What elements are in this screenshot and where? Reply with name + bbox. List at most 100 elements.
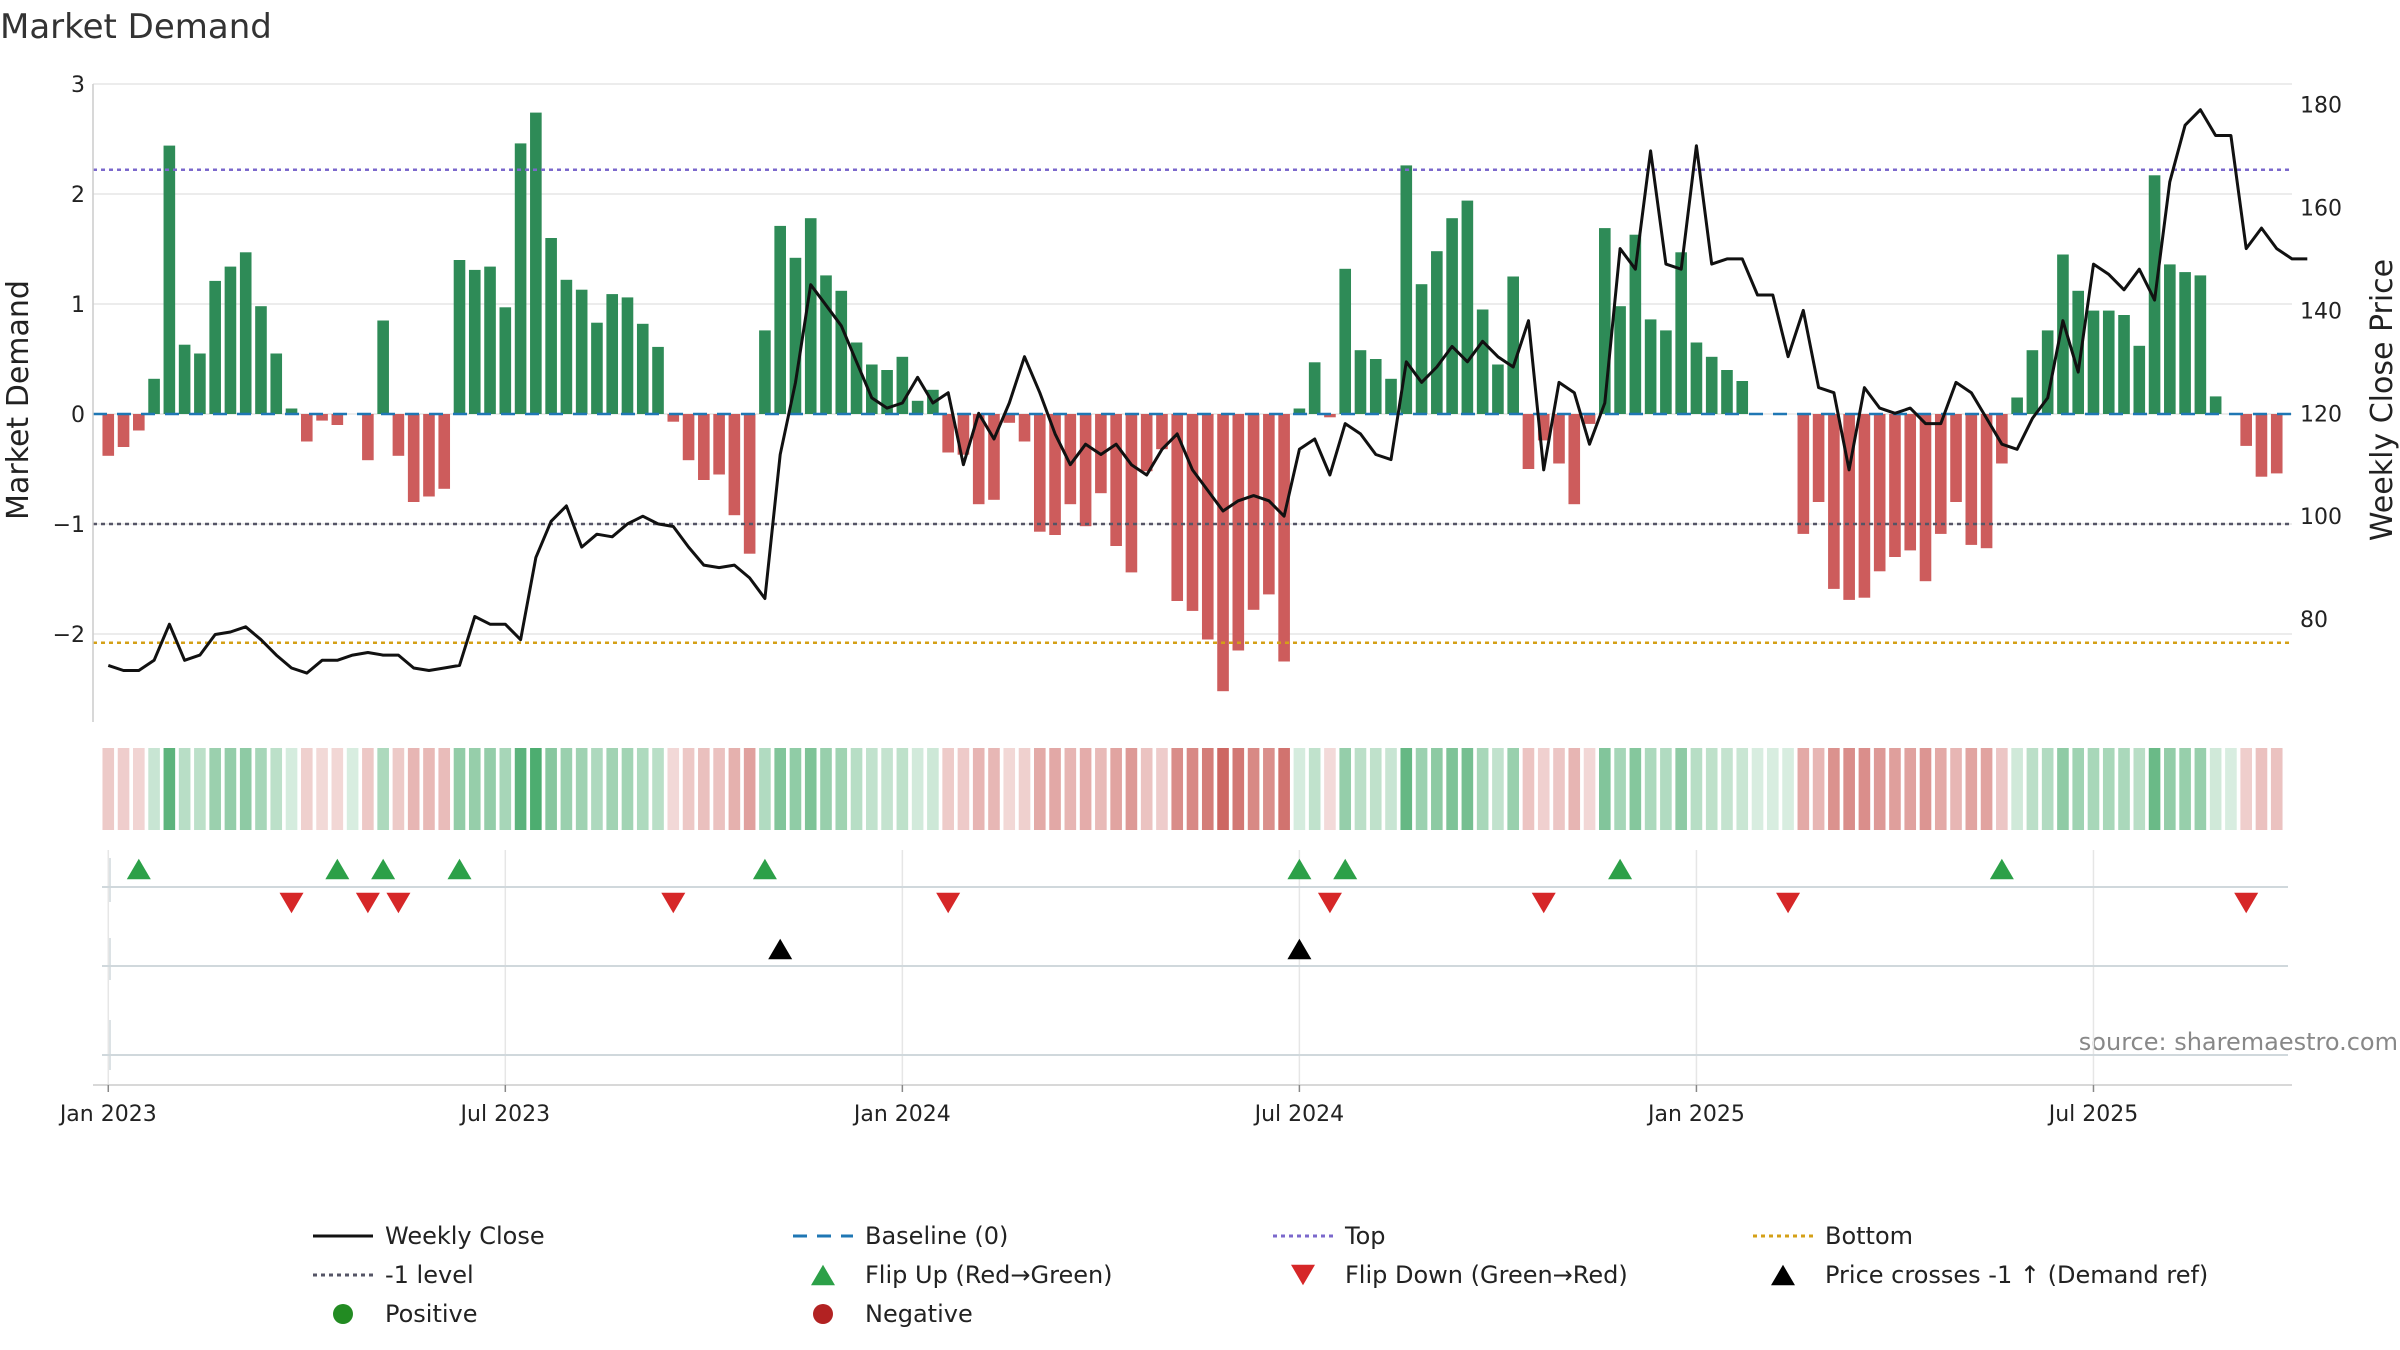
demand-bar bbox=[1461, 200, 1474, 414]
strip-cell bbox=[1369, 748, 1382, 830]
strip-cell bbox=[789, 748, 802, 830]
demand-bar bbox=[300, 414, 313, 442]
strip-cell bbox=[1644, 748, 1657, 830]
strip-cell bbox=[484, 748, 496, 830]
flip-down-marker bbox=[661, 892, 686, 914]
demand-bar bbox=[1385, 378, 1397, 414]
price-series bbox=[107, 108, 2308, 675]
strip-cell bbox=[1064, 748, 1077, 830]
left-tick-label: −1 bbox=[53, 513, 85, 538]
demand-bar bbox=[636, 323, 649, 414]
strip-cell bbox=[2011, 748, 2023, 830]
demand-bar bbox=[2164, 264, 2176, 414]
strip-cell bbox=[2102, 748, 2115, 830]
flip-down-marker bbox=[2234, 892, 2259, 914]
x-tick-label: Jan 2025 bbox=[1646, 1102, 1745, 1127]
demand-bar bbox=[2087, 310, 2100, 414]
strip-cell bbox=[1354, 748, 1367, 830]
demand-bar bbox=[530, 112, 542, 414]
strip-cell bbox=[1812, 748, 1825, 830]
demand-bar bbox=[255, 306, 267, 414]
demand-bar bbox=[1476, 309, 1489, 414]
strip-cell bbox=[133, 748, 145, 830]
demand-bar bbox=[1583, 414, 1596, 424]
demand-bar bbox=[1996, 414, 2008, 464]
strip-cell bbox=[1919, 748, 1932, 830]
strip-cell bbox=[530, 748, 542, 830]
strip-cell bbox=[1156, 748, 1168, 830]
flip-markers bbox=[126, 858, 2259, 914]
legend-item: Flip Up (Red→Green) bbox=[811, 1261, 1113, 1289]
strip-cell bbox=[468, 748, 481, 830]
strip-cell bbox=[1095, 748, 1107, 830]
demand-bar bbox=[1599, 228, 1611, 414]
demand-bar bbox=[2011, 397, 2023, 414]
legend-label: -1 level bbox=[385, 1261, 474, 1289]
strip-cell bbox=[1721, 748, 1733, 830]
demand-bar bbox=[1339, 268, 1352, 414]
demand-bar bbox=[1797, 414, 1810, 534]
strip-cell bbox=[942, 748, 954, 830]
demand-bar bbox=[652, 346, 664, 414]
strip-cell bbox=[1950, 748, 1962, 830]
strip-cell bbox=[1507, 748, 1519, 830]
strip-cell bbox=[606, 748, 619, 830]
left-tick-label: 0 bbox=[71, 403, 85, 428]
demand-bar bbox=[1431, 251, 1443, 414]
strip-cell bbox=[2225, 748, 2237, 830]
demand-bar bbox=[621, 297, 634, 414]
strip-cell bbox=[1431, 748, 1443, 830]
demand-bar bbox=[1201, 414, 1214, 640]
strip-cell bbox=[148, 748, 160, 830]
demand-bar bbox=[804, 218, 817, 414]
demand-bar bbox=[789, 257, 802, 414]
demand-bar bbox=[484, 266, 496, 414]
strip-cell bbox=[1385, 748, 1397, 830]
demand-bar bbox=[896, 356, 909, 414]
flip-up-marker bbox=[371, 858, 396, 880]
demand-bar bbox=[2255, 414, 2268, 477]
demand-bar bbox=[209, 280, 221, 414]
demand-bar bbox=[1217, 414, 1229, 692]
demand-bar bbox=[1919, 414, 1932, 582]
demand-bar bbox=[2041, 330, 2054, 414]
strip-cell bbox=[1079, 748, 1092, 830]
legend-label: Baseline (0) bbox=[865, 1222, 1008, 1250]
demand-bar bbox=[407, 414, 420, 502]
strip-cell bbox=[1201, 748, 1214, 830]
legend-item: Baseline (0) bbox=[793, 1222, 1008, 1250]
demand-bar bbox=[1522, 414, 1535, 469]
legend-item: Flip Down (Green→Red) bbox=[1291, 1261, 1628, 1289]
strip-cell bbox=[1186, 748, 1199, 830]
legend-label: Price crosses -1 ↑ (Demand ref) bbox=[1825, 1261, 2208, 1289]
demand-bar bbox=[988, 414, 1000, 500]
demand-bar bbox=[423, 414, 435, 497]
demand-bar bbox=[1812, 414, 1825, 502]
flip-up-marker bbox=[752, 858, 777, 880]
chart-title: Market Demand bbox=[0, 7, 272, 47]
strip-cell bbox=[2148, 748, 2161, 830]
strip-cell bbox=[759, 748, 771, 830]
strip-cell bbox=[713, 748, 725, 830]
strip-cell bbox=[2057, 748, 2069, 830]
flip-down-marker bbox=[1317, 892, 1342, 914]
level-lines bbox=[93, 168, 2292, 645]
demand-bar bbox=[1033, 414, 1046, 532]
demand-bar bbox=[2209, 396, 2222, 414]
demand-bar bbox=[1018, 414, 1031, 442]
demand-bar bbox=[285, 408, 298, 414]
demand-bar bbox=[2102, 310, 2115, 414]
strip-cell bbox=[1415, 748, 1428, 830]
strip-cell bbox=[1033, 748, 1046, 830]
demand-bar bbox=[1507, 276, 1519, 414]
strip-cell bbox=[1278, 748, 1290, 830]
strip-cell bbox=[896, 748, 909, 830]
demand-bar bbox=[713, 414, 725, 475]
cross-up-marker bbox=[1287, 938, 1312, 960]
legend-swatch bbox=[811, 1264, 835, 1286]
strip-cell bbox=[1476, 748, 1489, 830]
demand-bar bbox=[1736, 381, 1749, 414]
demand-bar bbox=[942, 414, 954, 453]
strip-cell bbox=[300, 748, 313, 830]
